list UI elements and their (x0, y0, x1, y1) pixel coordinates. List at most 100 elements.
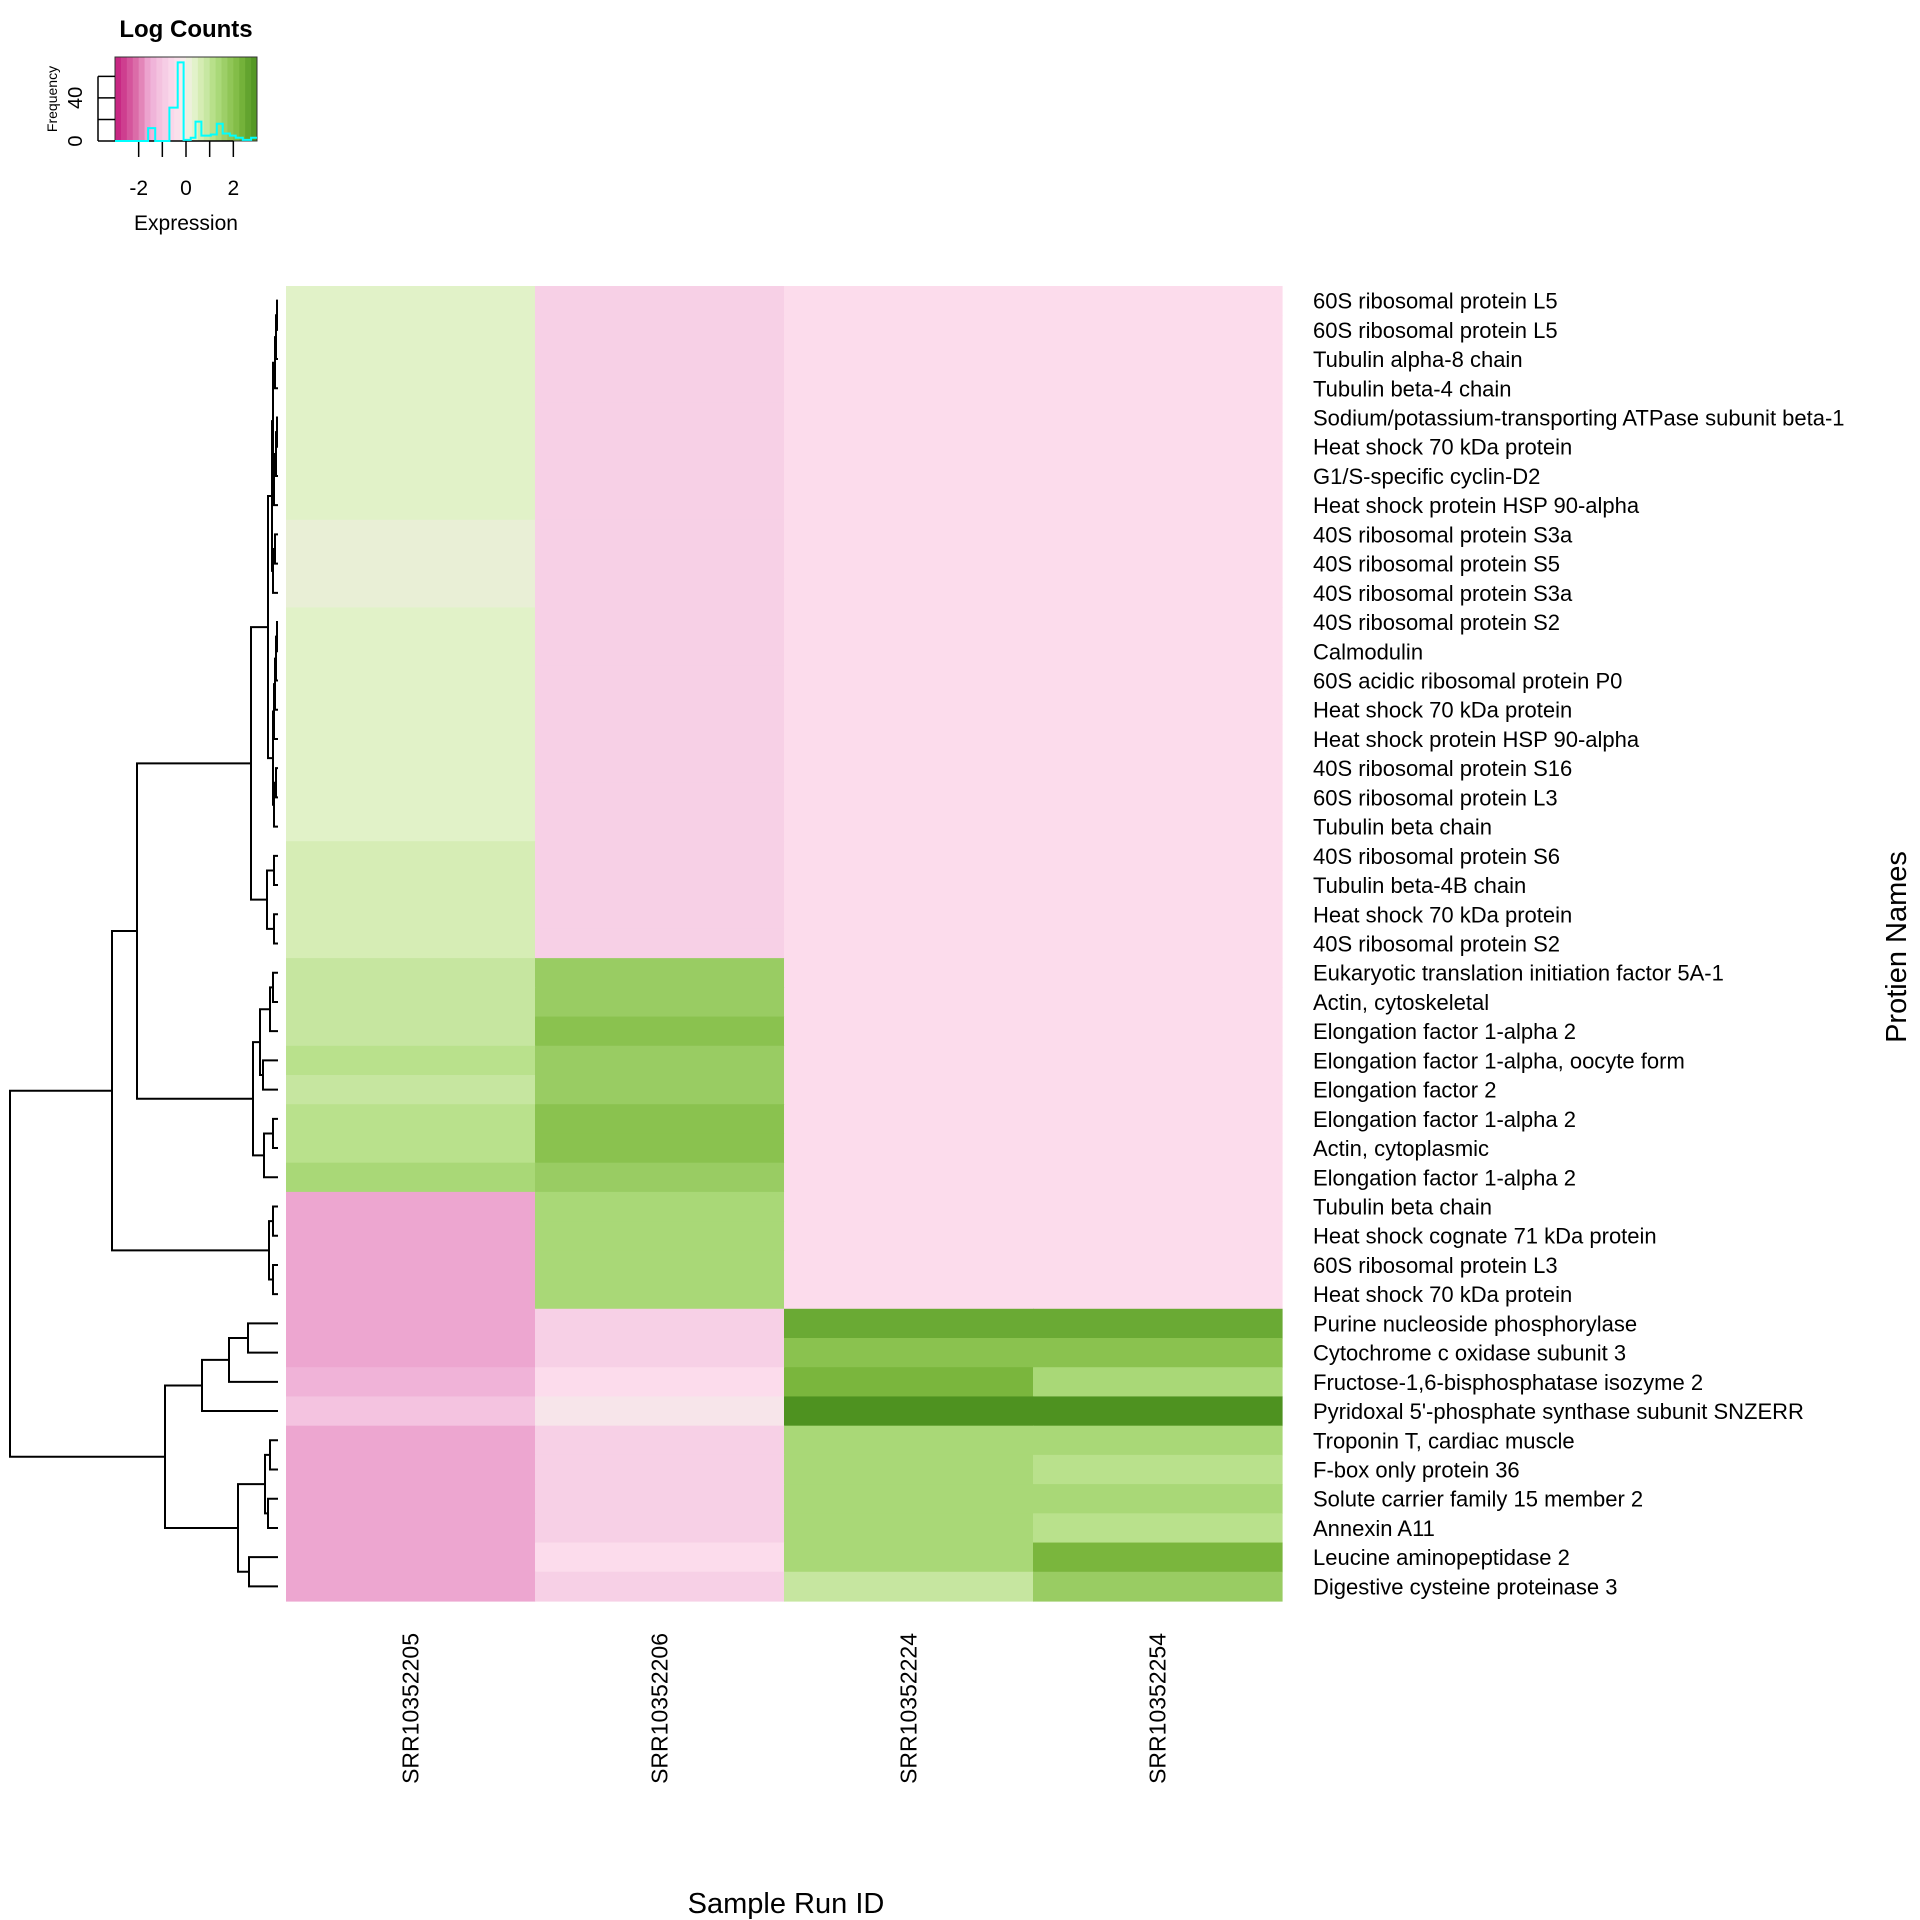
heatmap-cell (784, 373, 1034, 404)
heatmap-cell (535, 607, 785, 638)
row-label: Heat shock 70 kDa protein (1313, 435, 1572, 460)
heatmap-cell (784, 519, 1034, 550)
dendrogram-branch (263, 1132, 278, 1179)
heatmap-cell (784, 724, 1034, 755)
heatmap-cell (535, 1279, 785, 1310)
heatmap-cell (784, 1016, 1034, 1047)
heatmap-cell (535, 373, 785, 404)
dendrogram-branch (201, 1358, 278, 1413)
row-label: Leucine aminopeptidase 2 (1313, 1545, 1570, 1570)
heatmap-cell (784, 987, 1034, 1018)
row-label: 60S acidic ribosomal protein P0 (1313, 669, 1622, 694)
heatmap-cell (1033, 1571, 1283, 1602)
heatmap-cell (784, 841, 1034, 872)
heatmap-cell (1033, 1133, 1283, 1164)
dendrogram-branch (237, 1483, 265, 1573)
dendrogram-branch (228, 1337, 278, 1383)
heatmap-cell (286, 1425, 536, 1456)
heatmap-cell (535, 1425, 785, 1456)
row-label: 40S ribosomal protein S16 (1313, 756, 1572, 781)
row-label: Tubulin beta chain (1313, 1195, 1492, 1220)
heatmap-cell (535, 665, 785, 696)
heatmap-cell (286, 1133, 536, 1164)
heatmap-cell (535, 841, 785, 872)
heatmap-cell (784, 286, 1034, 316)
heatmap-cell (1033, 1425, 1283, 1456)
legend-swatch (126, 57, 134, 141)
heatmap-cell (286, 753, 536, 784)
legend-swatch (203, 57, 211, 141)
heatmap-cell (784, 461, 1034, 492)
heatmap-cell (535, 1104, 785, 1135)
legend-swatch (233, 57, 240, 141)
heatmap-cell (286, 899, 536, 930)
heatmap-cell (784, 1045, 1034, 1076)
heatmap-cell (286, 636, 536, 667)
x-axis-title: Sample Run ID (688, 1888, 885, 1920)
dendrogram-branch (267, 1497, 278, 1529)
legend-histogram-line (115, 61, 257, 142)
row-label: Heat shock cognate 71 kDa protein (1313, 1224, 1657, 1249)
heatmap-cell (286, 1454, 536, 1485)
heatmap-cell (286, 1221, 536, 1251)
dendrogram-branch (269, 1439, 278, 1471)
heatmap-cell (535, 519, 785, 550)
row-label: Elongation factor 1-alpha, oocyte form (1313, 1048, 1685, 1073)
legend-swatch (239, 57, 246, 141)
heatmap-cell (784, 753, 1034, 784)
dendrogram-branch (262, 1059, 278, 1091)
row-label: Tubulin beta-4 chain (1313, 376, 1512, 401)
heatmap-cell (535, 812, 785, 842)
heatmap-cell (784, 607, 1034, 638)
dendrogram-branch (271, 420, 273, 572)
row-label: Elongation factor 1-alpha 2 (1313, 1107, 1576, 1132)
dendrogram-branch (274, 533, 278, 565)
column-labels: SRR10352205 SRR10352206 SRR10352224 SRR1035… (398, 1633, 1171, 1784)
dendrogram-branch (272, 1117, 278, 1150)
heatmap-cell (286, 958, 536, 988)
heatmap-cell (286, 1191, 536, 1222)
legend-swatch (209, 57, 217, 141)
heatmap-cell (1033, 578, 1283, 609)
heatmap-cell (535, 1075, 785, 1105)
heatmap-cell (784, 1162, 1034, 1193)
heatmap-cell (784, 928, 1034, 959)
heatmap-cell (784, 549, 1034, 579)
legend-swatch (221, 57, 228, 141)
heatmap-cell (784, 490, 1034, 521)
heatmap-cell (535, 1454, 785, 1485)
heatmap-cell (535, 432, 785, 462)
heatmap-cell (286, 1016, 536, 1047)
heatmap-cell (1033, 695, 1283, 725)
heatmap-cell (784, 1338, 1034, 1368)
heatmap-cell (1033, 1221, 1283, 1251)
heatmap-cell (784, 1104, 1034, 1135)
row-label: Sodium/potassium-transporting ATPase sub… (1313, 406, 1845, 431)
heatmap-cell (1033, 1191, 1283, 1222)
dendrogram-branch (272, 971, 278, 1003)
legend-swatch (197, 57, 205, 141)
legend-swatch (227, 57, 234, 141)
color-key-legend: Log Counts 0 40 -2 0 2 Frequency Expression (44, 16, 258, 235)
legend-swatch (150, 57, 157, 141)
legend-x-label: Expression (134, 212, 238, 235)
heatmap-cell (1033, 1338, 1283, 1368)
dendrogram-branch (111, 930, 269, 1252)
heatmap-cell (286, 1367, 536, 1398)
heatmap-cell (1033, 402, 1283, 433)
heatmap-cell (535, 1338, 785, 1368)
legend-swatch (215, 57, 222, 141)
heatmap-cell (286, 373, 536, 404)
dendrogram-branch (273, 913, 278, 945)
heatmap-cell (286, 724, 536, 755)
heatmap-cell (1033, 724, 1283, 755)
dendrogram-branch (136, 762, 253, 1100)
heatmap-cell (286, 519, 536, 550)
heatmap-cells (286, 286, 1283, 1602)
heatmap-cell (784, 1250, 1034, 1281)
dendrogram-branch (276, 621, 278, 653)
heatmap-cell (535, 987, 785, 1018)
legend-swatch (144, 57, 151, 141)
legend-swatch (162, 57, 169, 141)
heatmap-cell (286, 1279, 536, 1310)
